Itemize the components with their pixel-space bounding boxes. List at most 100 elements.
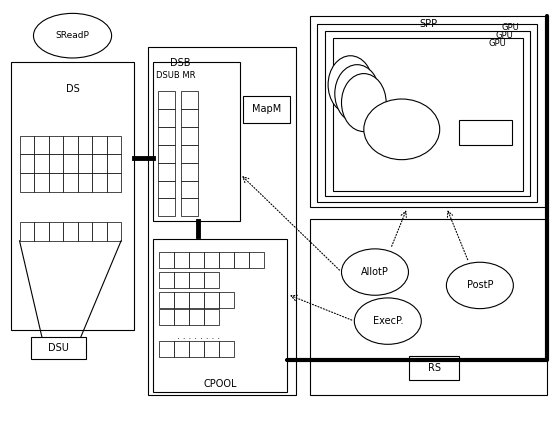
FancyBboxPatch shape [49,222,63,241]
Text: ExecP.: ExecP. [373,316,403,326]
Text: KenelP: KenelP [386,124,418,134]
FancyBboxPatch shape [174,292,189,308]
Text: DSUB MR: DSUB MR [156,71,196,80]
FancyBboxPatch shape [219,252,234,268]
Ellipse shape [364,99,440,160]
FancyBboxPatch shape [189,292,204,308]
Ellipse shape [335,65,379,123]
FancyBboxPatch shape [92,136,107,154]
FancyBboxPatch shape [78,136,92,154]
Text: D_BUFF: D_BUFF [468,128,502,137]
FancyBboxPatch shape [333,38,523,191]
FancyBboxPatch shape [34,173,49,192]
FancyBboxPatch shape [317,24,537,202]
Ellipse shape [446,262,513,309]
FancyBboxPatch shape [63,222,78,241]
Text: DS: DS [66,84,79,94]
FancyBboxPatch shape [234,252,249,268]
FancyBboxPatch shape [63,173,78,192]
FancyBboxPatch shape [174,341,189,357]
FancyBboxPatch shape [11,62,134,330]
FancyBboxPatch shape [34,222,49,241]
FancyBboxPatch shape [107,173,121,192]
FancyBboxPatch shape [249,252,264,268]
FancyBboxPatch shape [189,252,204,268]
FancyBboxPatch shape [325,31,530,196]
Ellipse shape [328,56,373,114]
Ellipse shape [341,249,408,295]
FancyBboxPatch shape [159,292,174,308]
FancyBboxPatch shape [20,136,34,154]
FancyBboxPatch shape [63,136,78,154]
FancyBboxPatch shape [107,222,121,241]
FancyBboxPatch shape [204,252,219,268]
FancyBboxPatch shape [158,91,175,109]
FancyBboxPatch shape [34,154,49,173]
FancyBboxPatch shape [92,222,107,241]
Text: DSU: DSU [48,343,69,353]
Ellipse shape [33,13,112,58]
FancyBboxPatch shape [243,96,290,123]
FancyBboxPatch shape [158,181,175,198]
FancyBboxPatch shape [181,198,198,216]
FancyBboxPatch shape [153,239,287,392]
FancyBboxPatch shape [31,337,86,359]
Text: SPP: SPP [419,19,437,29]
FancyBboxPatch shape [20,173,34,192]
FancyBboxPatch shape [181,181,198,198]
Text: MapM: MapM [252,104,281,114]
FancyBboxPatch shape [78,222,92,241]
Text: . . . . . . . .: . . . . . . . . [176,332,220,341]
Text: GPU: GPU [496,31,513,40]
FancyBboxPatch shape [181,127,198,145]
FancyBboxPatch shape [49,154,63,173]
FancyBboxPatch shape [20,222,34,241]
FancyBboxPatch shape [181,145,198,163]
FancyBboxPatch shape [158,127,175,145]
FancyBboxPatch shape [181,163,198,181]
FancyBboxPatch shape [159,309,174,325]
FancyBboxPatch shape [78,154,92,173]
FancyBboxPatch shape [148,47,296,395]
Text: SReadP: SReadP [56,31,89,40]
FancyBboxPatch shape [92,154,107,173]
FancyBboxPatch shape [219,292,234,308]
FancyBboxPatch shape [204,272,219,288]
FancyBboxPatch shape [159,252,174,268]
FancyBboxPatch shape [310,16,547,207]
FancyBboxPatch shape [49,173,63,192]
FancyBboxPatch shape [20,154,34,173]
FancyBboxPatch shape [189,272,204,288]
Text: PostP: PostP [466,281,493,290]
Text: GPU: GPU [501,23,519,32]
Text: AllotP: AllotP [361,267,389,277]
FancyBboxPatch shape [204,309,219,325]
Ellipse shape [341,74,386,132]
FancyBboxPatch shape [158,163,175,181]
FancyBboxPatch shape [189,341,204,357]
FancyBboxPatch shape [107,136,121,154]
FancyBboxPatch shape [174,272,189,288]
Text: GPU: GPU [489,39,507,48]
FancyBboxPatch shape [158,198,175,216]
FancyBboxPatch shape [181,109,198,127]
FancyBboxPatch shape [219,341,234,357]
FancyBboxPatch shape [107,154,121,173]
FancyBboxPatch shape [204,341,219,357]
FancyBboxPatch shape [78,173,92,192]
FancyBboxPatch shape [159,341,174,357]
FancyBboxPatch shape [174,309,189,325]
FancyBboxPatch shape [459,120,512,145]
FancyBboxPatch shape [63,154,78,173]
FancyBboxPatch shape [153,62,240,221]
FancyBboxPatch shape [204,292,219,308]
Text: RS: RS [427,363,441,373]
FancyBboxPatch shape [310,219,547,395]
Ellipse shape [354,298,421,344]
Text: CPOOL: CPOOL [204,380,237,389]
FancyBboxPatch shape [49,136,63,154]
FancyBboxPatch shape [181,91,198,109]
FancyBboxPatch shape [174,252,189,268]
FancyBboxPatch shape [34,136,49,154]
FancyBboxPatch shape [158,145,175,163]
